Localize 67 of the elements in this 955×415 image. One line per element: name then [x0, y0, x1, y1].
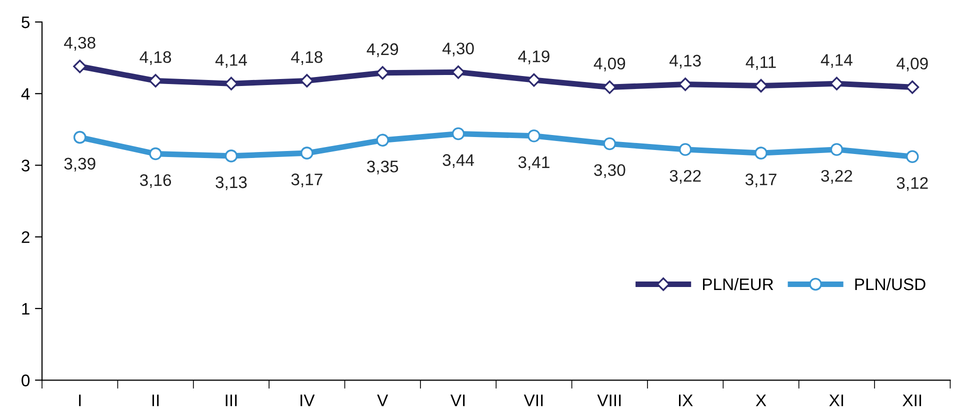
x-tick-label: II: [152, 394, 159, 406]
point: [603, 137, 616, 150]
data-label: 4,11: [746, 56, 776, 70]
point: [906, 80, 920, 94]
data-label: 4,29: [366, 43, 398, 58]
data-label: 4,19: [518, 50, 550, 64]
data-label: 3,44: [442, 154, 474, 168]
x-tick-label: I: [79, 394, 81, 406]
x-tick-label: X: [756, 394, 766, 406]
data-label: 3,17: [745, 174, 776, 188]
point: [830, 143, 844, 156]
point: [452, 127, 465, 140]
y-tick-label: 0: [22, 374, 30, 386]
x-tick-label: VII: [524, 394, 543, 406]
point: [678, 78, 692, 92]
legend-label: PLN/EUR: [703, 278, 774, 290]
y-tick-label: 1: [22, 303, 30, 315]
point: [528, 129, 540, 142]
x-tick-label: IX: [678, 394, 693, 406]
data-label: 3,39: [64, 158, 96, 172]
point: [224, 76, 238, 90]
point: [224, 150, 238, 162]
x-tick-label: VI: [450, 394, 465, 406]
point: [148, 74, 162, 88]
point: [300, 146, 314, 160]
point: [300, 74, 314, 88]
x-tick-label: XII: [902, 394, 922, 406]
data-label: 3,41: [518, 156, 550, 170]
point: [906, 150, 919, 164]
data-label: 4,09: [896, 58, 928, 72]
y-tick-label: 4: [21, 88, 30, 100]
data-label: 4,09: [594, 58, 626, 72]
y-tick-label: 2: [22, 231, 30, 243]
data-label: 3,30: [594, 164, 626, 178]
point: [678, 143, 692, 156]
legend-label: PLN/USD: [855, 278, 926, 290]
data-label: 3,16: [140, 174, 172, 188]
point: [73, 130, 86, 144]
x-tick-label: III: [226, 394, 237, 406]
data-label: 3,12: [896, 177, 928, 191]
data-label: 3,13: [216, 176, 247, 190]
data-label: 4,38: [64, 36, 96, 51]
y-tick-label: 3: [22, 160, 30, 172]
x-tick-label: XI: [829, 394, 844, 406]
point: [376, 66, 390, 80]
x-tick-label: VIII: [597, 394, 621, 406]
data-label: 4,30: [442, 42, 474, 56]
point: [754, 146, 768, 160]
x-tick-label: IV: [300, 394, 315, 406]
point: [754, 79, 768, 92]
data-label: 4,18: [140, 51, 172, 65]
point: [602, 80, 616, 94]
data-label: 4,18: [291, 51, 322, 65]
point: [527, 73, 541, 87]
x-tick-label: V: [377, 394, 388, 406]
data-label: 4,14: [215, 54, 247, 68]
data-label: 4,14: [820, 54, 852, 68]
y-tick-label: 5: [22, 16, 30, 28]
data-label: 3,17: [291, 174, 322, 188]
data-label: 3,22: [821, 170, 852, 184]
point: [149, 147, 162, 160]
point: [73, 60, 87, 74]
data-label: 3,35: [367, 160, 398, 174]
point: [452, 65, 466, 79]
data-label: 4,13: [669, 54, 701, 69]
point: [376, 134, 389, 147]
data-label: 3,22: [670, 170, 701, 184]
